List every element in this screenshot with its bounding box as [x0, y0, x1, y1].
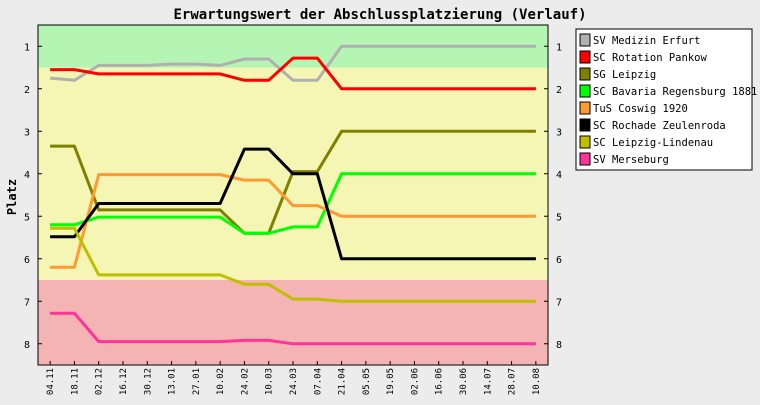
series-line-6	[50, 147, 536, 261]
legend: SV Medizin Erfurt SC Rotation Pankow SG Le…	[575, 28, 757, 171]
y-tick-label-left: 2	[24, 85, 30, 96]
y-tick-label-right: 6	[556, 255, 562, 266]
legend-label-2: SC Rotation Pankow	[593, 52, 707, 64]
legend-label-7: SC Leipzig-Lindenau	[593, 137, 713, 149]
x-tick-label: 16.06	[435, 368, 445, 395]
x-tick-label: 07.04	[313, 368, 323, 395]
x-tick-label: 16.12	[119, 368, 129, 395]
y-tick-label-right: 3	[556, 127, 562, 138]
legend-swatch-2	[579, 50, 591, 64]
legend-label-1: SV Medizin Erfurt	[593, 35, 700, 47]
legend-swatch-3	[579, 67, 591, 81]
x-tick-label: 05.05	[362, 368, 372, 395]
series-line-4	[50, 172, 536, 235]
y-tick-label-right: 1	[556, 42, 562, 53]
x-tick-label: 13.01	[168, 368, 178, 395]
x-tick-label: 19.05	[386, 368, 396, 395]
x-tick-label: 28.07	[508, 368, 518, 395]
plot-lines	[49, 44, 536, 346]
legend-label-3: SG Leipzig	[593, 69, 656, 81]
y-ticks-right: 1 2 3 4 5 6 7 8	[544, 42, 562, 351]
y-axis-label: Platz	[5, 179, 19, 215]
legend-label-6: SC Rochade Zeulenroda	[593, 120, 726, 132]
y-tick-label-left: 8	[24, 340, 30, 351]
legend-label-4: SC Bavaria Regensburg 1881	[593, 86, 757, 98]
series-line-1	[49, 44, 536, 82]
x-tick-label: 10.08	[532, 368, 542, 395]
chart-title: Erwartungswert der Abschlussplatzierung …	[173, 7, 586, 23]
x-tick-label: 27.01	[192, 368, 202, 395]
y-tick-label-left: 6	[24, 255, 30, 266]
y-tick-label-left: 7	[24, 297, 30, 308]
y-ticks-left: 1 2 3 4 5 6 7 8	[24, 42, 42, 351]
legend-swatch-5	[579, 101, 591, 115]
y-tick-label-left: 3	[24, 127, 30, 138]
x-ticks: 04.11 18.11 02.12 16.12 30.12 13.01 27.01 10.02…	[46, 361, 542, 395]
y-tick-label-left: 1	[24, 42, 30, 53]
series-line-8	[50, 311, 536, 346]
x-tick-label: 18.11	[70, 368, 80, 395]
legend-swatch-7	[579, 135, 591, 149]
y-tick-label-right: 2	[556, 85, 562, 96]
series-line-7	[50, 226, 536, 303]
x-tick-label: 24.02	[240, 368, 250, 395]
legend-swatch-4	[579, 84, 591, 98]
y-tick-label-right: 4	[556, 170, 562, 181]
y-tick-label-right: 8	[556, 340, 562, 351]
y-tick-label-right: 7	[556, 297, 562, 308]
legend-box	[575, 28, 753, 171]
legend-swatch-6	[579, 118, 591, 132]
x-tick-label: 30.12	[143, 368, 153, 395]
x-tick-label: 21.04	[338, 368, 348, 395]
x-tick-label: 30.06	[459, 368, 469, 395]
legend-swatch-1	[579, 33, 591, 47]
legend-label-8: SV Merseburg	[593, 154, 669, 166]
x-tick-label: 02.12	[95, 368, 105, 395]
x-tick-label: 10.02	[216, 368, 226, 395]
y-tick-label-right: 5	[556, 212, 562, 223]
plot-band-3	[38, 280, 548, 365]
series-line-5	[50, 173, 536, 269]
x-tick-label: 02.06	[410, 368, 420, 395]
legend-label-5: TuS Coswig 1920	[593, 103, 688, 115]
y-tick-label-left: 5	[24, 212, 30, 223]
x-tick-label: 24.03	[289, 368, 299, 395]
x-tick-label: 14.07	[483, 368, 493, 395]
plot-bands	[38, 25, 548, 365]
x-tick-label: 04.11	[46, 368, 56, 395]
y-tick-label-left: 4	[24, 170, 30, 181]
x-tick-label: 10.03	[265, 368, 275, 395]
series-line-2	[50, 56, 536, 91]
series-line-3	[50, 129, 536, 235]
legend-swatch-8	[579, 152, 591, 166]
